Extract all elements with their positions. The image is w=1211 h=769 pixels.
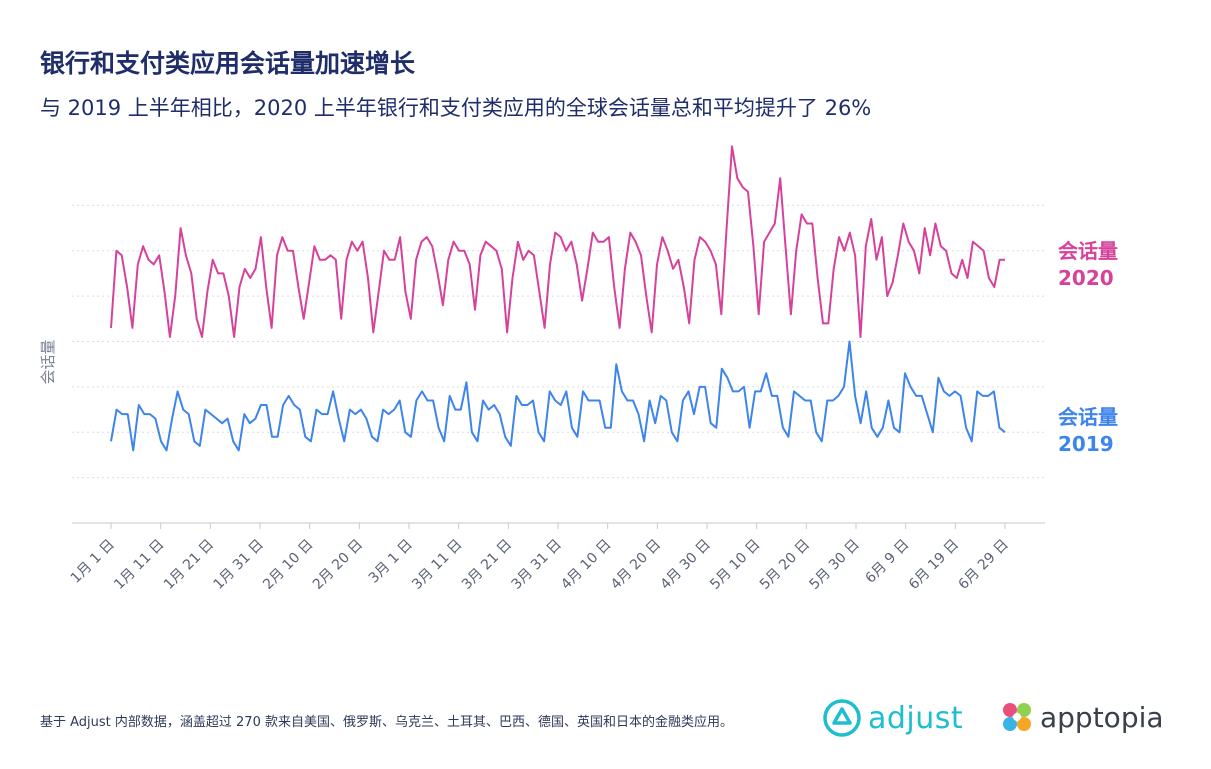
x-tick-label: 1月 31 日 [211,537,267,593]
footnote: 基于 Adjust 内部数据，涵盖超过 270 款来自美国、俄罗斯、乌克兰、土耳… [40,715,733,730]
adjust-logo: adjust [822,698,963,738]
apptopia-logo: apptopia [1000,700,1164,734]
x-tick-label: 2月 10 日 [260,537,316,593]
x-tick-label: 6月 29 日 [956,537,1012,593]
series-label: 2019 [1058,432,1114,456]
adjust-logo-icon [823,699,861,737]
apptopia-logo-text: apptopia [1040,700,1164,734]
x-tick-label: 2月 20 日 [310,537,366,593]
x-tick-label: 6月 19 日 [906,537,962,593]
chart-subtitle: 与 2019 上半年相比，2020 上半年银行和支付类应用的全球会话量总和平均提… [40,96,872,120]
x-tick-label: 3月 21 日 [459,537,515,593]
x-tick-label: 4月 30 日 [658,537,714,593]
series-label: 会话量 [1058,239,1118,263]
adjust-logo-text: adjust [868,700,964,736]
x-tick-label: 5月 30 日 [807,537,863,593]
x-tick-label: 3月 11 日 [409,537,465,593]
x-tick-label: 1月 1 日 [68,537,118,587]
series-label: 会话量 [1058,405,1118,429]
x-tick-label: 1月 21 日 [161,537,217,593]
y-axis-label: 会话量 [39,339,57,384]
chart-title: 银行和支付类应用会话量加速增长 [40,49,416,78]
x-tick-label: 1月 11 日 [111,537,167,593]
x-tick-label: 4月 10 日 [558,537,614,593]
x-tick-label: 5月 10 日 [707,537,763,593]
x-tick-label: 3月 1 日 [366,537,416,587]
x-tick-label: 3月 31 日 [509,537,565,593]
series-label: 2020 [1058,266,1114,290]
series-line [110,340,1006,452]
x-tick-label: 4月 20 日 [608,537,664,593]
x-tick-label: 5月 20 日 [757,537,813,593]
apptopia-logo-icon [1003,703,1031,731]
x-tick-label: 6月 9 日 [862,537,912,587]
series-line [110,145,1005,338]
